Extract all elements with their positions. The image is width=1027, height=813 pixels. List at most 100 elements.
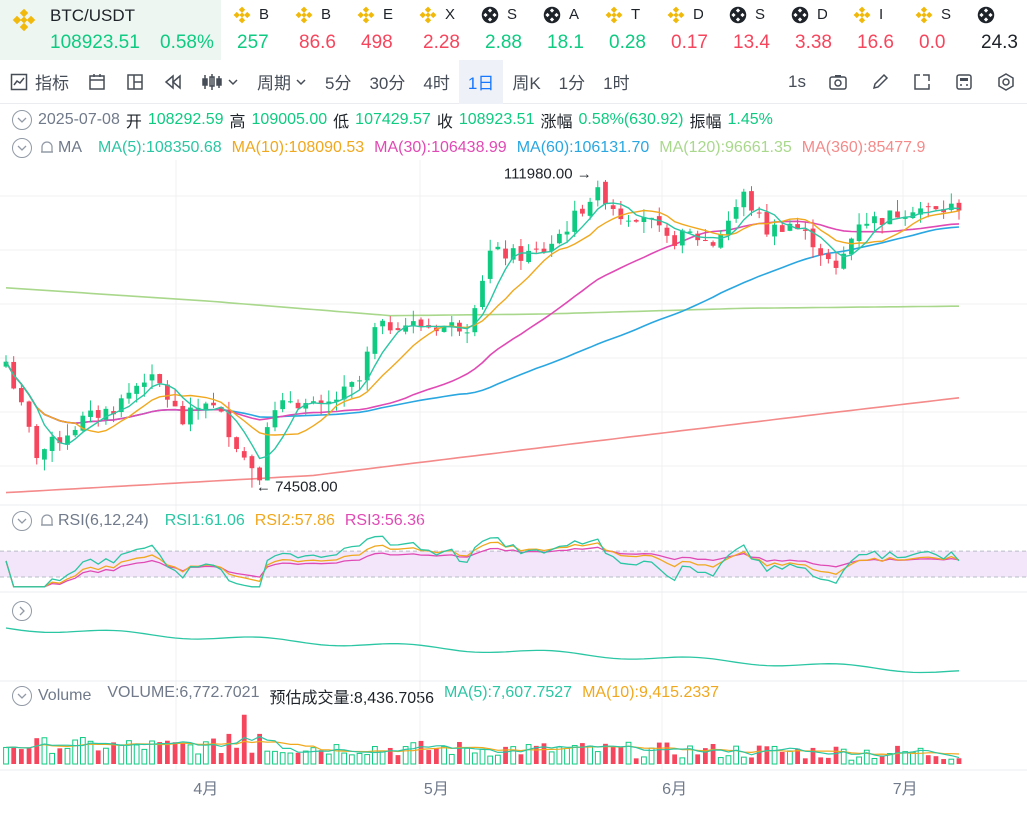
ticker-item[interactable]: B 86.6 xyxy=(283,0,345,60)
interval-tab[interactable]: 1分 xyxy=(558,74,586,93)
rsi-legend: RSI(6,12,24) RSI1:61.06 RSI2:57.86 RSI3:56… xyxy=(12,509,431,533)
ticker-item[interactable]: 24.3 xyxy=(965,0,1027,60)
volume-bar xyxy=(318,750,324,764)
expand-button[interactable] xyxy=(901,60,943,104)
collapse-toggle[interactable] xyxy=(12,511,32,531)
candle-body xyxy=(441,325,447,332)
expand-icon xyxy=(914,74,930,90)
candle-body xyxy=(925,206,931,208)
interval-tab[interactable]: 1日 xyxy=(458,59,504,104)
interval-tab[interactable]: 30分 xyxy=(369,74,406,93)
ticker-item[interactable]: S 0.0 xyxy=(903,0,965,60)
interval-tab[interactable]: 1时 xyxy=(603,74,630,93)
candle-body xyxy=(872,216,877,224)
period-dropdown[interactable]: 周期 xyxy=(248,60,316,104)
volume-bar xyxy=(479,748,486,765)
ticker-item[interactable]: X 2.28 xyxy=(407,0,469,60)
ticker-item[interactable]: D 0.17 xyxy=(655,0,717,60)
calculator-button[interactable] xyxy=(943,60,985,104)
interval-tab[interactable]: 周K xyxy=(512,74,541,93)
replay-button[interactable] xyxy=(154,60,192,104)
bell-icon[interactable] xyxy=(38,139,56,157)
candle-body xyxy=(795,224,800,230)
candle-body xyxy=(956,202,962,211)
expand-toggle[interactable] xyxy=(12,601,32,621)
candle-body xyxy=(88,410,93,417)
candle-body xyxy=(679,230,685,246)
volume-bar xyxy=(264,750,271,765)
volume-bar xyxy=(402,746,409,765)
volume-bar xyxy=(157,742,163,764)
volume-bar xyxy=(610,746,616,764)
ticker-item[interactable]: B 257 xyxy=(221,0,283,60)
candle-body xyxy=(280,400,286,410)
volume-value: VOLUME:6,772.7021 xyxy=(107,684,260,701)
volume-bar xyxy=(603,743,608,764)
ticker-item[interactable]: E 498 xyxy=(345,0,407,60)
candle-body xyxy=(303,403,309,409)
settings-button[interactable] xyxy=(985,60,1027,104)
collapse-toggle[interactable] xyxy=(12,110,32,130)
volume-bar xyxy=(149,740,155,765)
bell-icon[interactable] xyxy=(38,512,56,530)
ticker-item[interactable]: I 16.6 xyxy=(841,0,903,60)
candle-body xyxy=(641,216,647,222)
volume-bar xyxy=(702,748,708,764)
refresh-interval[interactable]: 1s xyxy=(788,72,806,91)
candle-body xyxy=(272,410,278,428)
candle-body xyxy=(172,400,178,407)
ticker-item[interactable]: S 13.4 xyxy=(717,0,779,60)
price-chart[interactable]: 111980.00 → ← 74508.00 4月 5月 6月 7月 xyxy=(0,104,1027,813)
x-axis-label: 7月 xyxy=(893,781,918,798)
collapse-toggle[interactable] xyxy=(12,686,32,706)
indicator-icon xyxy=(10,73,28,90)
ticker-name: X xyxy=(445,6,455,23)
ticker-item[interactable]: S 2.88 xyxy=(469,0,531,60)
current-pair[interactable]: BTC/USDT 108923.51 0.58% xyxy=(0,0,221,60)
volume-bar xyxy=(740,756,747,765)
volume-bar xyxy=(948,758,955,765)
calendar-button[interactable] xyxy=(78,60,116,104)
candle-body xyxy=(18,388,24,403)
volume-bar xyxy=(533,745,539,764)
volume-bar xyxy=(833,746,839,764)
draw-button[interactable] xyxy=(859,60,901,104)
bnb-icon xyxy=(853,6,871,24)
candle-body xyxy=(856,224,862,242)
volume-bar xyxy=(687,745,693,765)
candle-body xyxy=(134,385,140,394)
interval-tab[interactable]: 5分 xyxy=(325,74,352,93)
candle-body xyxy=(203,403,209,411)
volume-bar xyxy=(57,748,63,764)
candle-body xyxy=(165,384,170,400)
candle-body xyxy=(580,208,585,214)
collapse-toggle[interactable] xyxy=(12,138,32,158)
volume-bar xyxy=(656,742,662,764)
bnb-icon xyxy=(419,6,437,24)
ticker-item[interactable]: T 0.28 xyxy=(593,0,655,60)
volume-bar xyxy=(372,746,378,765)
ticker-item[interactable]: D 3.38 xyxy=(779,0,841,60)
ticker-value: 2.88 xyxy=(485,32,522,53)
ohlc-legend: 2025-07-08 开 108292.59 高 109005.00 低 107429… xyxy=(12,108,779,132)
x-axis-label: 4月 xyxy=(193,781,218,798)
indicator-button[interactable]: 指标 xyxy=(0,60,78,104)
screenshot-button[interactable] xyxy=(817,60,859,104)
candle-body xyxy=(503,248,508,259)
volume-bar xyxy=(625,741,632,765)
chart-type-button[interactable] xyxy=(192,60,248,104)
volume-bar xyxy=(3,746,9,765)
volume-bar xyxy=(72,739,79,765)
x-axis-label: 6月 xyxy=(662,781,687,798)
volume-bar xyxy=(395,755,401,764)
ticker-item[interactable]: A 18.1 xyxy=(531,0,593,60)
volume-bar xyxy=(226,733,232,764)
chevron-down-icon xyxy=(296,78,306,85)
max-price-label: 111980.00 → xyxy=(504,166,592,183)
interval-tab[interactable]: 4时 xyxy=(423,74,450,93)
layout-button[interactable] xyxy=(116,60,154,104)
rewind-icon xyxy=(164,73,181,90)
candle-body xyxy=(587,201,593,216)
candle-body xyxy=(649,217,654,219)
close-value: 108923.51 xyxy=(458,111,535,128)
